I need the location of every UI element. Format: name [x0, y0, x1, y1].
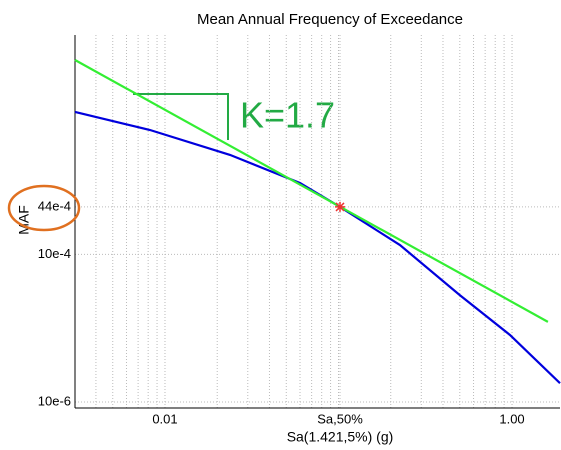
chart-title: Mean Annual Frequency of Exceedance	[197, 11, 463, 28]
marker-point	[334, 201, 345, 212]
highlight-ellipse	[7, 184, 81, 232]
y-tick-label: 44e-4	[38, 198, 71, 213]
x-tick-label: 0.01	[152, 411, 177, 426]
x-axis-label: Sa(1.421,5%) (g)	[287, 429, 394, 445]
y-tick-label: 10e-4	[38, 246, 71, 261]
annotation: K=1.7	[240, 95, 335, 136]
slope-triangle	[133, 93, 229, 140]
y-tick-label: 10e-6	[38, 393, 71, 408]
x-tick-label: 1.00	[499, 411, 524, 426]
y-axis-label: MAF	[16, 205, 32, 235]
x-tick-label: Sa,50%	[317, 411, 363, 426]
line	[74, 59, 549, 323]
